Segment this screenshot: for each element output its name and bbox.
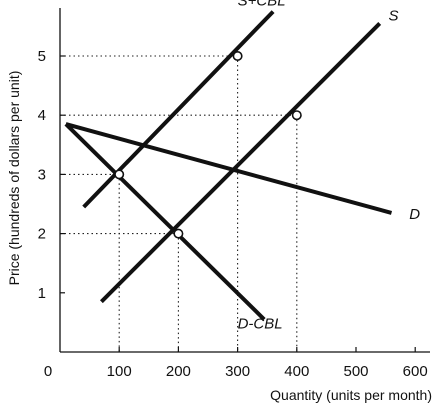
equilibrium-point	[114, 169, 125, 180]
curve-s	[99, 21, 382, 304]
label-d: D	[409, 206, 420, 223]
equilibrium-point	[291, 110, 302, 121]
x-tick-label: 0	[44, 363, 52, 380]
label-d-cbl: D-CBL	[238, 315, 283, 332]
equilibrium-point	[232, 50, 243, 61]
x-tick-label: 200	[166, 363, 191, 380]
curve-d	[65, 122, 393, 215]
y-tick-label: 5	[38, 48, 46, 65]
label-s-cbl: S+CBL	[238, 0, 286, 10]
curve-s-cbl	[82, 10, 275, 209]
label-s: S	[389, 7, 399, 24]
equilibrium-points	[114, 50, 302, 239]
equilibrium-point	[173, 228, 184, 239]
x-tick-label: 500	[343, 363, 368, 380]
y-tick-label: 3	[38, 166, 46, 183]
y-axis-title: Price (hundreds of dollars per unit)	[6, 71, 22, 286]
curve-labels: S S+CBL D D-CBL	[238, 0, 421, 332]
curve-d-cbl	[64, 122, 266, 321]
ticks: 1 2 3 4 5 0 100 200 300 400 500 600	[38, 48, 428, 380]
x-tick-label: 100	[107, 363, 132, 380]
y-tick-label: 2	[38, 226, 46, 243]
curves	[64, 10, 393, 321]
y-tick-label: 1	[38, 285, 46, 302]
dotted-guide-lines	[60, 55, 298, 352]
y-tick-label: 4	[38, 107, 46, 124]
x-tick-label: 300	[225, 363, 250, 380]
axes	[59, 8, 430, 353]
x-tick-label: 400	[284, 363, 309, 380]
x-axis-title: Quantity (units per month)	[270, 387, 432, 403]
x-tick-label: 600	[403, 363, 428, 380]
